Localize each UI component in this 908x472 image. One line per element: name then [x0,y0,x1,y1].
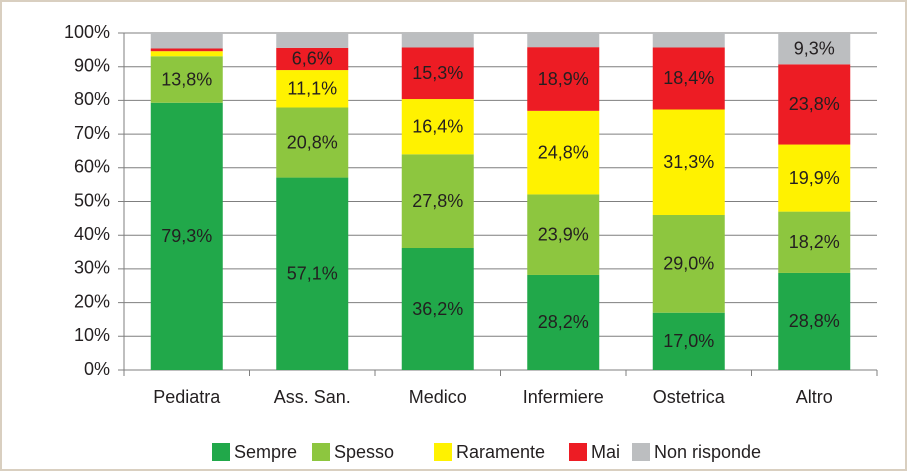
bar-segment [527,47,600,111]
data-label: 18,9% [538,69,589,89]
legend-label: Mai [591,442,620,462]
x-tick-label: Pediatra [153,387,221,407]
data-label: 23,9% [538,224,589,244]
data-label: 11,1% [287,79,337,99]
bar-segment [276,70,349,108]
data-label: 36,2% [412,299,463,319]
legend-swatch [312,443,330,461]
y-tick-label: 60% [74,157,110,177]
x-tick-label: Infermiere [523,387,604,407]
bar-segment [778,211,851,273]
bar-segment [150,56,223,103]
bar-segment [778,272,851,370]
legend-label: Spesso [334,442,394,462]
data-label: 28,8% [789,311,840,331]
y-tick-label: 50% [74,190,110,210]
bar-segment [276,47,349,71]
y-tick-label: 10% [74,325,110,345]
data-label: 57,1% [287,264,338,284]
x-tick-label: Ass. San. [274,387,351,407]
bar-segment [276,177,349,370]
data-label: 23,8% [789,94,840,114]
x-tick-label: Medico [409,387,467,407]
bar-segment [778,64,851,145]
bar-segment [652,33,725,48]
y-tick-label: 30% [74,258,110,278]
data-label: 19,9% [789,168,840,188]
bar-segment [527,33,600,48]
x-tick-label: Altro [796,387,833,407]
bar-segment [527,274,600,370]
data-label: 18,2% [789,232,840,252]
data-label: 18,4% [663,68,714,88]
y-tick-label: 70% [74,123,110,143]
bar-segment [401,154,474,249]
data-label: 15,3% [412,63,463,83]
data-label: 9,3% [794,38,835,58]
data-label: 29,0% [663,254,714,274]
y-tick-label: 20% [74,291,110,311]
y-tick-label: 80% [74,89,110,109]
legend-label: Raramente [456,442,545,462]
legend-swatch [212,443,230,461]
x-tick-label: Ostetrica [653,387,726,407]
bar-segment [652,214,725,313]
bar-segment [652,109,725,215]
y-tick-label: 90% [74,55,110,75]
data-label: 27,8% [412,191,463,211]
legend-label: Sempre [234,442,297,462]
legend-swatch [434,443,452,461]
bar-segment [778,33,851,65]
bar-segment [401,99,474,155]
bar-segment [401,248,474,370]
y-tick-label: 100% [64,22,110,42]
bar-segment [150,33,223,49]
bar-segment [401,47,474,100]
bar-segment [652,47,725,110]
bar-segment [150,51,223,57]
legend-label: Non risponde [654,442,761,462]
data-label: 17,0% [663,331,714,351]
data-label: 24,8% [538,142,589,162]
bar-segment [778,144,851,212]
y-tick-label: 0% [84,359,110,379]
legend-swatch [632,443,650,461]
bar-segment [401,33,474,48]
data-label: 79,3% [161,226,212,246]
data-label: 16,4% [412,116,463,136]
bar-segment [527,194,600,275]
data-label: 6,6% [292,49,333,69]
bar-segment [150,48,223,52]
bar-segment [150,102,223,370]
data-label: 20,8% [287,132,338,152]
bar-segment [276,107,349,178]
bar-segment [652,312,725,370]
legend-swatch [569,443,587,461]
bar-segment [276,33,349,48]
data-label: 13,8% [161,69,212,89]
bar-segment [527,110,600,195]
data-label: 28,2% [538,312,589,332]
data-label: 31,3% [663,152,714,172]
y-tick-label: 40% [74,224,110,244]
